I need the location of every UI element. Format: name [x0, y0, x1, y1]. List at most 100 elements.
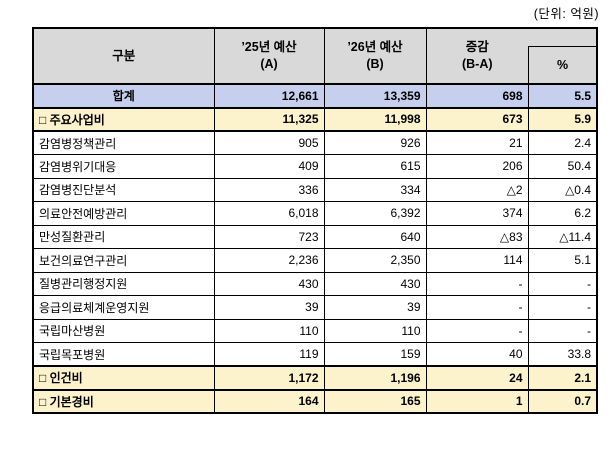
row-value-a: 2,236	[213, 248, 325, 273]
row-value-b: 1,196	[323, 365, 427, 391]
row-label: 질병관리행정지원	[32, 271, 215, 296]
row-label: 감염병정책관리	[32, 130, 215, 155]
table-row: 국립목포병원 119 159 40 33.8	[32, 342, 598, 367]
row-value-diff: -	[425, 295, 529, 320]
row-value-b: 334	[323, 177, 427, 202]
row-label: 응급의료체계운영지원	[32, 295, 215, 320]
row-label: 국립목포병원	[32, 342, 215, 367]
row-value-pct: 50.4	[527, 154, 598, 179]
table-row: 만성질환관리 723 640 △83 △11.4	[32, 224, 598, 249]
row-value-b: 430	[323, 271, 427, 296]
row-label: □ 인건비	[32, 365, 215, 391]
row-value-pct: 6.2	[527, 201, 598, 226]
row-value-diff: 1	[425, 388, 529, 414]
header-pct-label: %	[556, 57, 569, 72]
row-value-a: 39	[213, 295, 325, 320]
table-row: 감염병진단분석 336 334 △2 △0.4	[32, 177, 598, 202]
row-value-pct: -	[527, 295, 598, 320]
row-value-a: 336	[213, 177, 325, 202]
table-header: 구분 ’25년 예산 (A) ’26년 예산 (B) 증감 (B-A) %	[32, 27, 598, 85]
row-value-diff: 24	[425, 365, 529, 391]
table-row: 국립마산병원 110 110- -	[32, 318, 598, 343]
row-value-a: 164	[213, 388, 325, 414]
row-value-b: 6,392	[323, 201, 427, 226]
row-label: 의료안전예방관리	[32, 201, 215, 226]
header-budget-a-label: ’25년 예산 (A)	[241, 40, 297, 71]
table-row: 의료안전예방관리 6,018 6,392 374 6.2	[32, 201, 598, 226]
row-value-b: 926	[323, 130, 427, 155]
table-row: 응급의료체계운영지원 39 39- -	[32, 295, 598, 320]
unit-label: (단위: 억원)	[533, 7, 599, 21]
row-value-pct: 5.5	[527, 83, 598, 109]
row-value-diff: 21	[425, 130, 529, 155]
row-value-diff: -	[425, 271, 529, 296]
budget-table: 구분 ’25년 예산 (A) ’26년 예산 (B) 증감 (B-A) % 합	[32, 27, 598, 414]
header-category-label: 구분	[112, 48, 136, 63]
header-category: 구분	[32, 27, 215, 85]
header-row: 구분 ’25년 예산 (A) ’26년 예산 (B) 증감 (B-A) %	[32, 27, 598, 85]
row-value-diff: 698	[425, 83, 529, 109]
row-value-a: 119	[213, 342, 325, 367]
row-value-b: 159	[323, 342, 427, 367]
row-value-b: 165	[323, 388, 427, 414]
row-value-diff: 40	[425, 342, 529, 367]
row-value-a: 11,325	[213, 106, 325, 132]
row-value-b: 11,998	[323, 106, 427, 132]
table-row: 보건의료연구관리 2,236 2,350 114 5.1	[32, 248, 598, 273]
row-value-pct: 33.8	[527, 342, 598, 367]
row-label: □ 주요사업비	[32, 106, 215, 132]
header-budget-b: ’26년 예산 (B)	[323, 27, 427, 85]
table-row: □ 인건비 1,172 1,196 24 2.1	[32, 365, 598, 391]
row-value-pct: 2.4	[527, 130, 598, 155]
row-value-a: 430	[213, 271, 325, 296]
row-value-a: 1,172	[213, 365, 325, 391]
row-value-pct: 5.9	[527, 106, 598, 132]
row-value-pct: 5.1	[527, 248, 598, 273]
row-value-b: 2,350	[323, 248, 427, 273]
row-value-a: 6,018	[213, 201, 325, 226]
row-value-diff: △2	[425, 177, 529, 202]
table-row: □ 주요사업비 11,325 11,998 673 5.9	[32, 106, 598, 132]
row-label: 합계	[32, 83, 215, 109]
table-row: □ 기본경비 164 165 1 0.7	[32, 388, 598, 414]
header-budget-b-label: ’26년 예산 (B)	[347, 40, 403, 71]
row-value-a: 409	[213, 154, 325, 179]
row-value-diff: -	[425, 318, 529, 343]
row-value-diff: 374	[425, 201, 529, 226]
row-label: □ 기본경비	[32, 388, 215, 414]
row-value-a: 723	[213, 224, 325, 249]
budget-table-body: 합계 12,661 13,359 698 5.5 □ 주요사업비 11,325 11,998 6…	[32, 83, 598, 414]
row-label: 만성질환관리	[32, 224, 215, 249]
row-label: 국립마산병원	[32, 318, 215, 343]
pct-header-box: %	[528, 46, 596, 83]
row-value-pct: -	[527, 271, 598, 296]
row-value-b: 615	[323, 154, 427, 179]
row-label: 보건의료연구관리	[32, 248, 215, 273]
row-value-b: 640	[323, 224, 427, 249]
row-value-a: 12,661	[213, 83, 325, 109]
table-row: 합계 12,661 13,359 698 5.5	[32, 83, 598, 109]
row-value-diff: 206	[425, 154, 529, 179]
row-value-a: 110	[213, 318, 325, 343]
row-value-b: 39	[323, 295, 427, 320]
header-budget-a: ’25년 예산 (A)	[213, 27, 325, 85]
table-row: 감염병위기대응 409 615 206 50.4	[32, 154, 598, 179]
header-diff: 증감 (B-A)	[425, 27, 528, 85]
row-value-pct: △11.4	[527, 224, 598, 249]
row-label: 감염병진단분석	[32, 177, 215, 202]
row-value-diff: 114	[425, 248, 529, 273]
row-value-pct: 2.1	[527, 365, 598, 391]
row-value-b: 13,359	[323, 83, 427, 109]
table-row: 질병관리행정지원 430 430- -	[32, 271, 598, 296]
row-value-b: 110	[323, 318, 427, 343]
row-label: 감염병위기대응	[32, 154, 215, 179]
row-value-diff: 673	[425, 106, 529, 132]
row-value-pct: 0.7	[527, 388, 598, 414]
header-diff-label: 증감 (B-A)	[461, 40, 493, 71]
row-value-a: 905	[213, 130, 325, 155]
table-row: 감염병정책관리 905 926 21 2.4	[32, 130, 598, 155]
row-value-pct: △0.4	[527, 177, 598, 202]
header-pct: %	[528, 27, 598, 85]
row-value-pct: -	[527, 318, 598, 343]
